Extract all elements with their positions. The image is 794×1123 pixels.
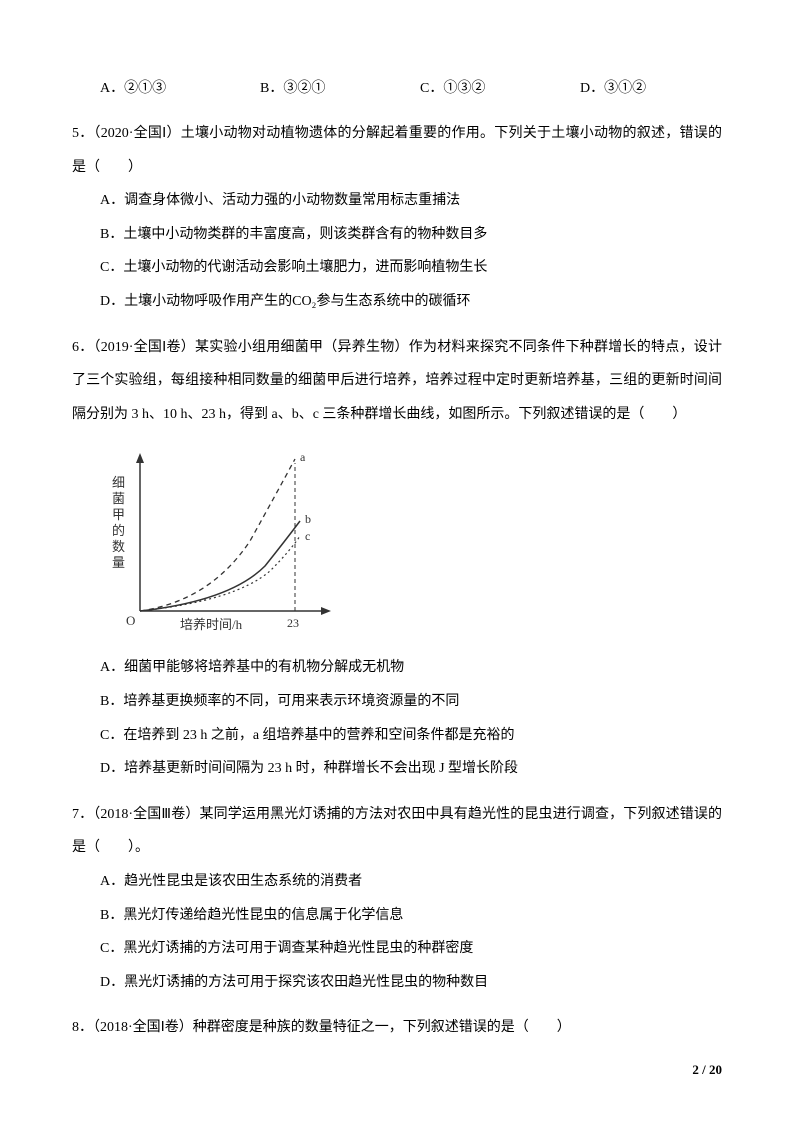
q5-option-c: C．土壤小动物的代谢活动会影响土壤肥力，进而影响植物生长 [100,251,722,285]
svg-text:菌: 菌 [112,491,125,506]
q6-chart: a bc 细菌甲的数量 O 23 培养时间/h [72,441,722,641]
q5-options: A．调查身体微小、活动力强的小动物数量常用标志重捕法 B．土壤中小动物类群的丰富… [72,184,722,318]
q7-option-d: D．黑光灯诱捕的方法可用于探究该农田趋光性昆虫的物种数目 [100,966,722,1000]
q5-option-d: D．土壤小动物呼吸作用产生的CO₂参与生态系统中的碳循环 [100,285,722,319]
q5-option-a: A．调查身体微小、活动力强的小动物数量常用标志重捕法 [100,184,722,218]
option-c: C．①③② [420,75,580,103]
svg-text:O: O [126,613,135,628]
svg-text:的: 的 [112,523,125,538]
option-b: B．③②① [260,75,420,103]
q6-option-b: B．培养基更换频率的不同，可用来表示环境资源量的不同 [100,685,722,719]
q7-options: A．趋光性昆虫是该农田生态系统的消费者 B．黑光灯传递给趋光性昆虫的信息属于化学… [72,865,722,999]
q4-options: A．②①③ B．③②① C．①③② D．③①② [72,75,722,103]
q7-option-a: A．趋光性昆虫是该农田生态系统的消费者 [100,865,722,899]
svg-text:培养时间/h: 培养时间/h [180,617,243,632]
svg-text:数: 数 [112,539,125,554]
question-5: 5．（2020·全国Ⅰ）土壤小动物对动植物遗体的分解起着重要的作用。下列关于土壤… [72,117,722,319]
page-sep: / [699,1062,709,1077]
q7-stem: 7．（2018·全国Ⅲ卷）某同学运用黑光灯诱捕的方法对农田中具有趋光性的昆虫进行… [72,798,722,865]
question-7: 7．（2018·全国Ⅲ卷）某同学运用黑光灯诱捕的方法对农田中具有趋光性的昆虫进行… [72,798,722,1000]
svg-text:23: 23 [287,616,299,630]
svg-text:c: c [305,529,310,543]
q8-stem: 8．（2018·全国Ⅰ卷）种群密度是种族的数量特征之一，下列叙述错误的是（ ） [72,1011,722,1045]
q6-options: A．细菌甲能够将培养基中的有机物分解成无机物 B．培养基更换频率的不同，可用来表… [72,651,722,785]
q6-option-c: C．在培养到 23 h 之前，a 组培养基中的营养和空间条件都是充裕的 [100,719,722,753]
question-6: 6．（2019·全国Ⅰ卷）某实验小组用细菌甲（异养生物）作为材料来探究不同条件下… [72,331,722,786]
q6-option-a: A．细菌甲能够将培养基中的有机物分解成无机物 [100,651,722,685]
option-a: A．②①③ [100,75,260,103]
svg-text:甲: 甲 [112,507,125,522]
question-8: 8．（2018·全国Ⅰ卷）种群密度是种族的数量特征之一，下列叙述错误的是（ ） [72,1011,722,1045]
svg-text:细: 细 [112,475,125,490]
q7-option-c: C．黑光灯诱捕的方法可用于调查某种趋光性昆虫的种群密度 [100,932,722,966]
growth-curve-chart: a bc 细菌甲的数量 O 23 培养时间/h [100,441,340,641]
q6-stem: 6．（2019·全国Ⅰ卷）某实验小组用细菌甲（异养生物）作为材料来探究不同条件下… [72,331,722,432]
option-d: D．③①② [580,75,720,103]
svg-text:b: b [305,512,311,526]
svg-text:量: 量 [112,555,125,570]
svg-text:a: a [300,450,306,464]
q6-option-d: D．培养基更新时间间隔为 23 h 时，种群增长不会出现 J 型增长阶段 [100,752,722,786]
q5-option-b: B．土壤中小动物类群的丰富度高，则该类群含有的物种数目多 [100,218,722,252]
q5-stem: 5．（2020·全国Ⅰ）土壤小动物对动植物遗体的分解起着重要的作用。下列关于土壤… [72,117,722,184]
page-total: 20 [709,1062,722,1077]
q7-option-b: B．黑光灯传递给趋光性昆虫的信息属于化学信息 [100,899,722,933]
page-footer: 2 / 20 [692,1057,722,1083]
